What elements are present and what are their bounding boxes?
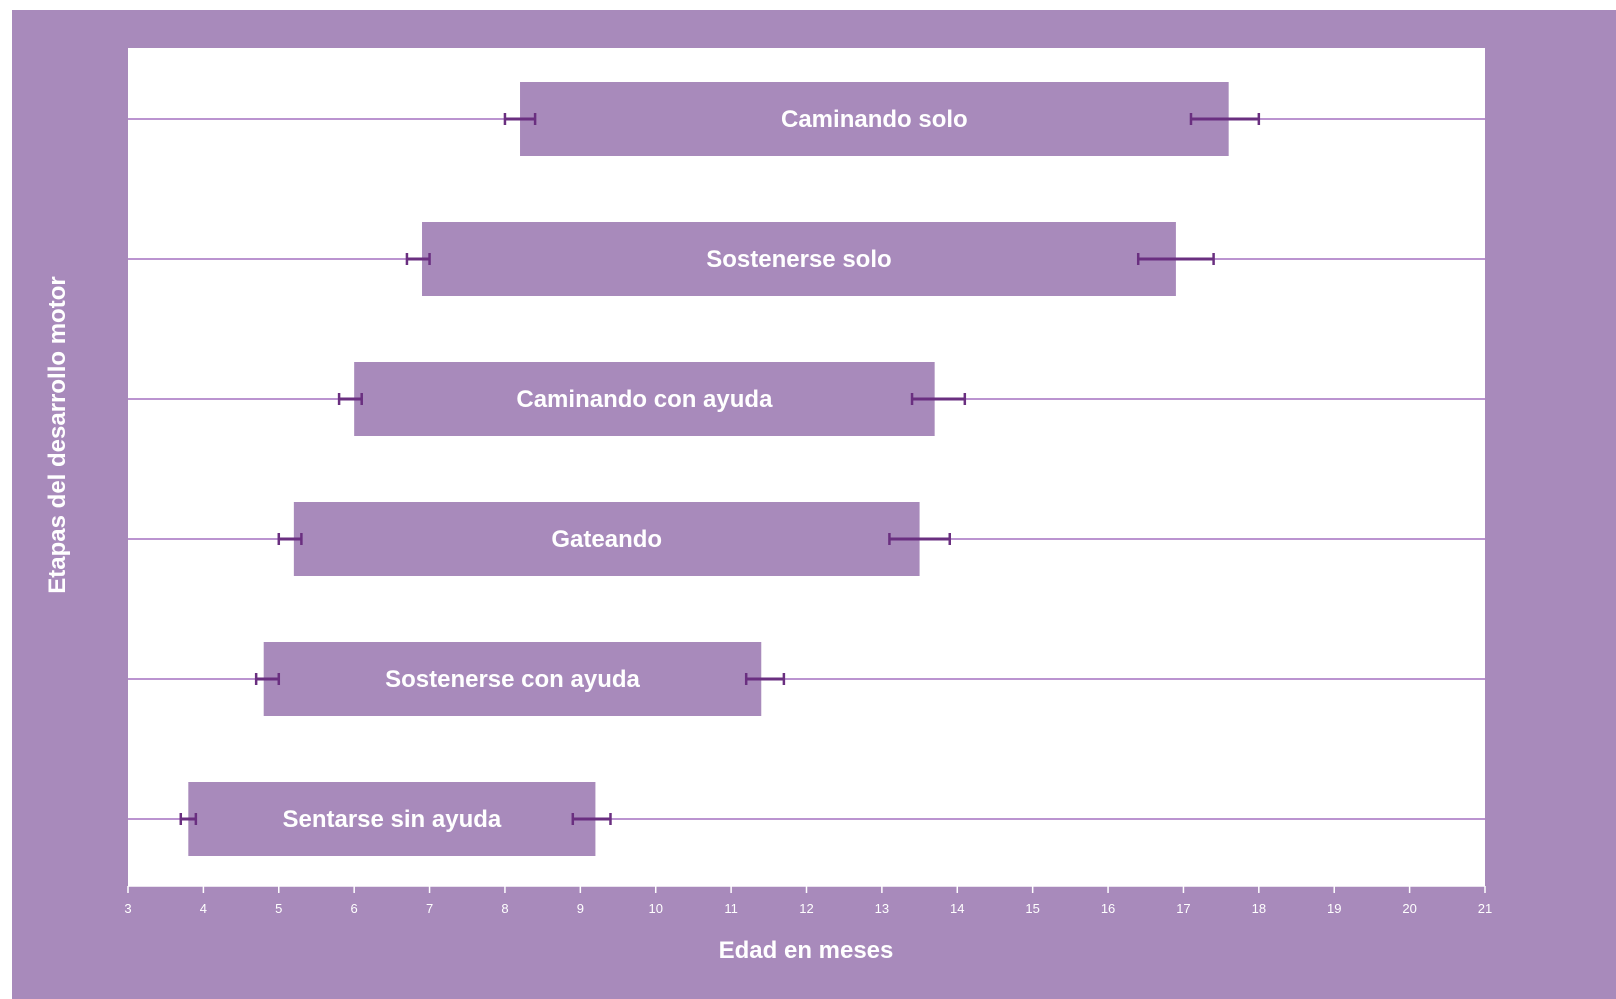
y-axis-title: Etapas del desarrollo motor (44, 276, 71, 593)
bar-label: Gateando (551, 526, 662, 553)
end-error-bar (1136, 253, 1215, 265)
range-bar (293, 502, 920, 576)
start-error-bar (405, 253, 431, 265)
x-tick-label: 6 (351, 901, 358, 916)
x-tick-label: 9 (577, 901, 584, 916)
bar-row: Caminando solo (128, 82, 1485, 156)
bar-row: Sostenerse solo (128, 222, 1485, 296)
x-axis-ticks: 3 4 5 6 7 8 9 10 11 12 13 14 15 16 17 18 19 20 21 (124, 885, 1492, 916)
bar-row: Caminando con ayuda (128, 362, 1485, 436)
x-tick-label: 18 (1252, 901, 1266, 916)
end-error-bar (571, 813, 612, 825)
x-axis-title: Edad en meses (719, 937, 894, 964)
x-tick-label: 7 (426, 901, 433, 916)
x-tick-label: 20 (1402, 901, 1416, 916)
category-rows: Caminando solo Sostenerse solo Caminando c… (128, 82, 1485, 856)
bar-label: Sostenerse con ayuda (385, 666, 640, 693)
end-error-bar (910, 393, 967, 405)
start-error-bar (277, 533, 303, 545)
x-tick-label: 5 (275, 901, 282, 916)
bar-label: Caminando con ayuda (516, 386, 773, 413)
x-tick-label: 13 (875, 901, 889, 916)
motor-development-chart: Caminando solo Sostenerse solo Caminando c… (12, 10, 1616, 999)
start-error-bar (337, 393, 363, 405)
start-error-bar (503, 113, 537, 125)
x-tick-label: 4 (200, 901, 207, 916)
x-tick-label: 3 (124, 901, 131, 916)
bar-row: Gateando (128, 502, 1485, 576)
bar-row: Sostenerse con ayuda (128, 642, 1485, 716)
x-tick-label: 19 (1327, 901, 1341, 916)
x-tick-label: 11 (724, 901, 738, 916)
chart-frame: Caminando solo Sostenerse solo Caminando c… (12, 10, 1616, 999)
bar-label: Caminando solo (781, 106, 968, 133)
start-error-bar (254, 673, 281, 685)
bar-row: Sentarse sin ayuda (128, 782, 1485, 856)
end-error-bar (744, 673, 786, 685)
x-tick-label: 15 (1025, 901, 1039, 916)
range-bar (422, 222, 1176, 296)
x-tick-label: 10 (648, 901, 662, 916)
x-tick-label: 16 (1101, 901, 1115, 916)
x-tick-label: 21 (1478, 901, 1492, 916)
start-error-bar (179, 813, 198, 825)
x-tick-label: 12 (799, 901, 813, 916)
end-error-bar (888, 533, 951, 545)
bar-label: Sostenerse solo (706, 246, 891, 273)
end-error-bar (1189, 113, 1261, 125)
range-bar (354, 362, 935, 436)
plot-area (128, 48, 1485, 886)
range-bar (520, 82, 1229, 156)
x-tick-label: 8 (501, 901, 508, 916)
x-tick-label: 17 (1176, 901, 1190, 916)
x-tick-label: 14 (950, 901, 964, 916)
range-bar (188, 782, 596, 856)
bar-label: Sentarse sin ayuda (282, 806, 501, 833)
range-bar (263, 642, 762, 716)
